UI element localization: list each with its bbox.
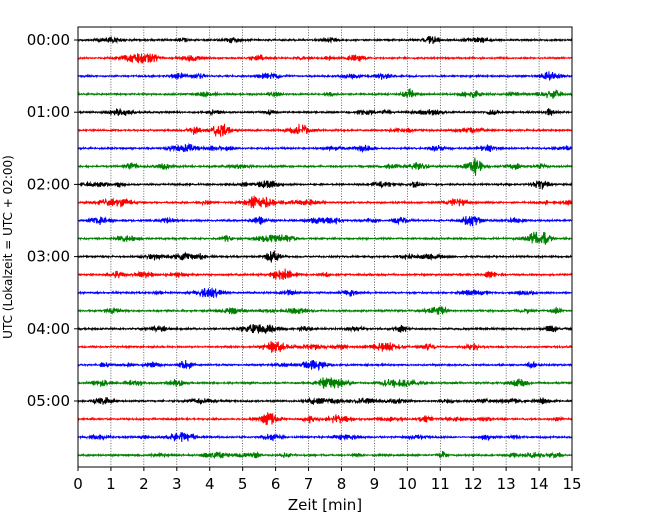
y-tick-label: 02:00 [27,175,70,193]
trace-line [77,306,573,315]
x-tick-label: 5 [238,475,248,493]
x-tick-label: 15 [562,475,581,493]
trace-line [77,412,573,425]
x-axis-label: Zeit [min] [288,496,362,514]
trace-line [77,157,573,176]
trace-line [77,195,573,209]
trace-line [77,108,573,117]
trace-line [77,359,573,372]
x-tick-label: 9 [370,475,380,493]
x-tick-label: 2 [139,475,149,493]
x-tick-label: 12 [464,475,483,493]
x-tick-label: 14 [530,475,549,493]
trace-line [77,123,573,137]
trace-line [77,88,573,99]
y-tick-label: 04:00 [27,320,70,338]
plot-frame [77,26,573,468]
y-axis-ticks: 00:00 01:00 02:00 03:00 04:00 05:00 [27,31,78,410]
trace-line [77,180,573,190]
x-tick-label: 7 [304,475,314,493]
x-tick-label: 11 [431,475,450,493]
trace-line [77,250,573,263]
trace-line [77,53,573,64]
x-tick-label: 8 [337,475,347,493]
trace-line [77,432,573,443]
trace-line [77,376,573,390]
x-tick-label: 4 [205,475,215,493]
trace-line [77,215,573,227]
y-tick-label: 03:00 [27,248,70,266]
trace-lines [77,35,573,460]
trace-line [77,341,573,353]
x-tick-label: 3 [172,475,182,493]
y-axis-label: UTC (Lokalzeit = UTC + 02:00) [1,155,15,339]
trace-line [77,287,573,299]
trace-line [77,323,573,334]
trace-line [77,142,573,153]
x-tick-label: 13 [497,475,516,493]
grid-lines [110,27,540,467]
trace-line [77,268,573,281]
x-axis-ticks: 0 1 2 3 4 5 6 7 8 9 10 11 12 13 14 15 [73,467,582,493]
trace-line [77,71,573,81]
y-tick-label: 01:00 [27,103,70,121]
trace-line [77,450,573,460]
x-tick-label: 6 [271,475,281,493]
y-tick-label: 00:00 [27,31,70,49]
trace-line [77,35,573,45]
x-tick-label: 10 [398,475,417,493]
trace-line [77,231,573,245]
trace-line [77,396,573,406]
y-tick-label: 05:00 [27,392,70,410]
x-tick-label: 0 [73,475,83,493]
x-tick-label: 1 [106,475,116,493]
